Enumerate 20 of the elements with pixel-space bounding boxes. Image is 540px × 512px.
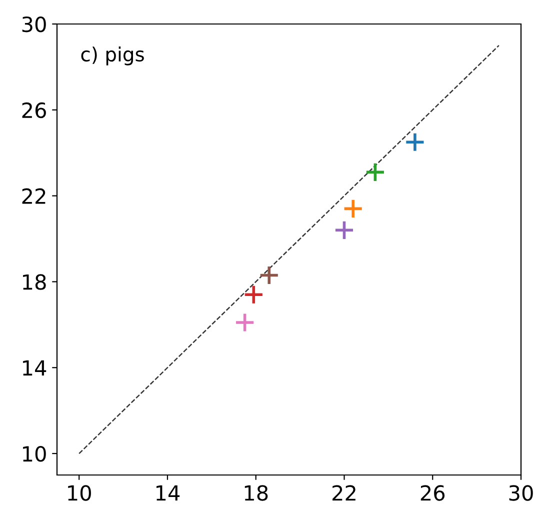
x-tick-label: 30 <box>509 485 533 501</box>
annotation: c) pigs <box>81 46 144 66</box>
y-tick-label: 26 <box>22 102 46 118</box>
x-tick-label: 10 <box>68 485 91 501</box>
point <box>234 312 255 333</box>
y-tick-label: 22 <box>22 188 46 204</box>
y-tick-label: 14 <box>23 360 46 376</box>
x-tick-label: 14 <box>156 485 180 501</box>
y-tick-label: 30 <box>22 16 46 32</box>
point <box>404 132 426 152</box>
point <box>258 265 280 286</box>
x-tick-label: 26 <box>420 485 445 501</box>
point <box>364 162 386 182</box>
y-tick-label: 18 <box>23 274 46 290</box>
x-tick-label: 18 <box>244 485 268 501</box>
x-tick-label: 22 <box>332 485 356 501</box>
point <box>243 284 264 305</box>
point <box>342 198 364 219</box>
point <box>334 220 354 240</box>
y-tick-label: 10 <box>23 446 46 462</box>
